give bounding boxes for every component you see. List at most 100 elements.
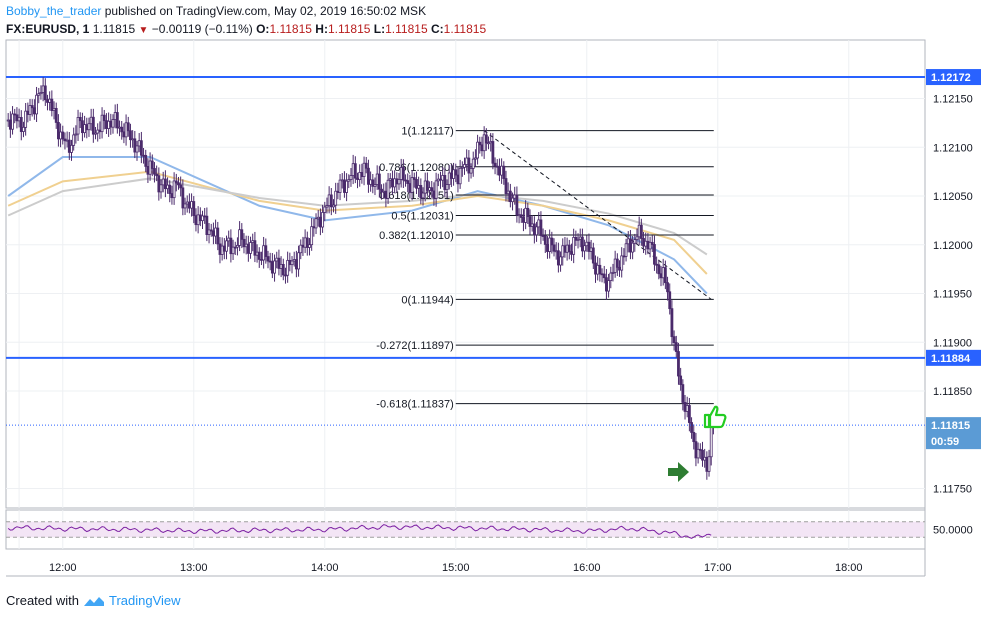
candle-body <box>303 237 307 248</box>
candle-body <box>425 180 429 191</box>
y-tick-label: 1.11950 <box>933 289 972 301</box>
candle-body <box>192 201 196 217</box>
candle-body <box>244 243 248 248</box>
candle-body <box>391 178 394 188</box>
candle-body <box>343 179 346 193</box>
candle-body <box>685 405 689 412</box>
candle-body <box>637 224 641 238</box>
x-tick-label: 17:00 <box>704 562 732 574</box>
candle-body <box>253 240 257 256</box>
candle-body <box>384 190 388 199</box>
candle-body <box>522 217 525 223</box>
candle-body <box>28 105 32 115</box>
candle-body <box>375 173 379 185</box>
candle-body <box>308 244 311 248</box>
ohlc-legend: FX:EURUSD, 1 1.11815 ▼ −0.00119 (−0.11%)… <box>6 22 486 36</box>
candle-body <box>246 243 250 254</box>
candle-body <box>251 240 255 243</box>
candle-body <box>410 177 414 193</box>
candle-body <box>642 238 645 247</box>
candle-body <box>70 144 73 153</box>
candle-body <box>698 448 702 451</box>
rsi-band <box>7 521 924 538</box>
candle-body <box>323 206 327 213</box>
candle-body <box>168 184 172 194</box>
candle-body <box>240 229 244 240</box>
candle-body <box>430 187 434 192</box>
candle-body <box>596 264 600 275</box>
candle-body <box>316 216 320 220</box>
candle-body <box>24 110 28 128</box>
candle-body <box>174 180 178 184</box>
candle-body <box>594 262 597 275</box>
candle-body <box>498 166 501 176</box>
candle-body <box>19 117 23 132</box>
candle-body <box>367 167 370 185</box>
candle-body <box>233 246 237 249</box>
candle-body <box>456 174 460 185</box>
candle-body <box>639 224 643 239</box>
author-link[interactable]: Bobby_the_trader <box>6 4 102 18</box>
price-pane-frame <box>5 39 926 509</box>
candle-body <box>487 142 490 145</box>
candle-body <box>556 250 560 266</box>
candle-body <box>120 126 124 133</box>
candle-body <box>336 190 340 193</box>
candle-body <box>561 245 565 258</box>
candle-body <box>249 242 252 254</box>
candle-body <box>113 112 117 120</box>
close-label: C: <box>430 22 444 36</box>
candle-body <box>91 116 95 135</box>
candle-body <box>504 178 508 195</box>
candle-body <box>624 243 628 257</box>
candle-body <box>360 172 364 177</box>
candle-body <box>74 133 78 136</box>
candle-body <box>382 190 386 193</box>
x-tick-label: 16:00 <box>573 562 601 574</box>
candle-body <box>292 259 296 262</box>
candle-body <box>663 267 667 284</box>
publish-info: published on TradingView.com, May 02, 20… <box>104 4 427 18</box>
rsi-line <box>7 524 712 539</box>
candle-body <box>329 194 333 208</box>
candle-body <box>26 110 30 115</box>
candle-body <box>255 251 259 256</box>
candle-body <box>155 173 159 177</box>
candle-body <box>677 351 680 377</box>
candle-body <box>126 122 130 132</box>
candle-body <box>589 247 593 252</box>
x-tick-label: 15:00 <box>442 562 470 574</box>
candle-body <box>679 375 683 386</box>
candle-body <box>672 336 676 343</box>
candle-body <box>535 226 538 236</box>
candle-body <box>615 258 619 268</box>
candle-body <box>517 214 521 217</box>
candle-body <box>46 99 49 103</box>
candle-body <box>659 273 663 279</box>
candle-body <box>408 183 412 193</box>
tradingview-link[interactable]: TradingView <box>108 593 181 608</box>
candle-body <box>52 107 56 111</box>
candle-body <box>150 160 154 169</box>
candle-body <box>268 260 272 263</box>
candle-body <box>142 154 145 157</box>
candle-body <box>432 190 436 199</box>
candle-body <box>201 215 204 222</box>
candle-body <box>133 138 137 153</box>
candle-body <box>288 259 292 266</box>
close-value: 1.11815 <box>443 22 487 36</box>
candle-body <box>129 130 132 141</box>
open-value: 1.11815 <box>269 22 312 36</box>
candle-body <box>591 247 595 264</box>
candle-body <box>264 245 268 257</box>
candle-body <box>683 402 687 412</box>
candle-body <box>476 141 480 159</box>
candle-body <box>144 155 148 167</box>
candle-body <box>364 162 368 169</box>
candle-body <box>395 178 399 185</box>
price-change: −0.00119 (−0.11%) <box>151 22 253 36</box>
candle-body <box>513 194 517 199</box>
footer: Created with TradingView <box>6 593 181 608</box>
candle-body <box>613 258 617 273</box>
